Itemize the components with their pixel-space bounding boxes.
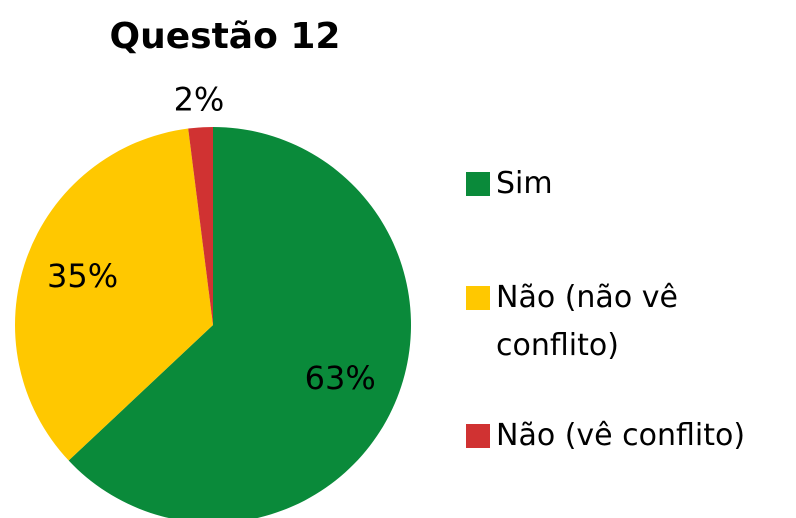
legend-swatch <box>466 424 490 448</box>
pie-slice <box>14 128 213 461</box>
legend-label: Sim <box>496 166 553 201</box>
legend-swatch <box>466 286 490 310</box>
legend-label: Não (vê conflito) <box>496 418 746 453</box>
legend-item: Sim <box>466 160 553 208</box>
legend-item: Não (não vê conflito) <box>466 274 736 370</box>
pie-slice <box>188 127 213 325</box>
legend-label: Não (não vê conflito) <box>496 280 678 363</box>
legend-item: Não (vê conflito) <box>466 412 745 460</box>
data-label: 2% <box>174 81 225 119</box>
data-label: 35% <box>47 257 118 295</box>
legend-swatch <box>466 172 490 196</box>
pie-slice <box>68 127 411 518</box>
data-label: 63% <box>305 359 376 397</box>
chart-title: Questão 12 <box>110 16 341 57</box>
